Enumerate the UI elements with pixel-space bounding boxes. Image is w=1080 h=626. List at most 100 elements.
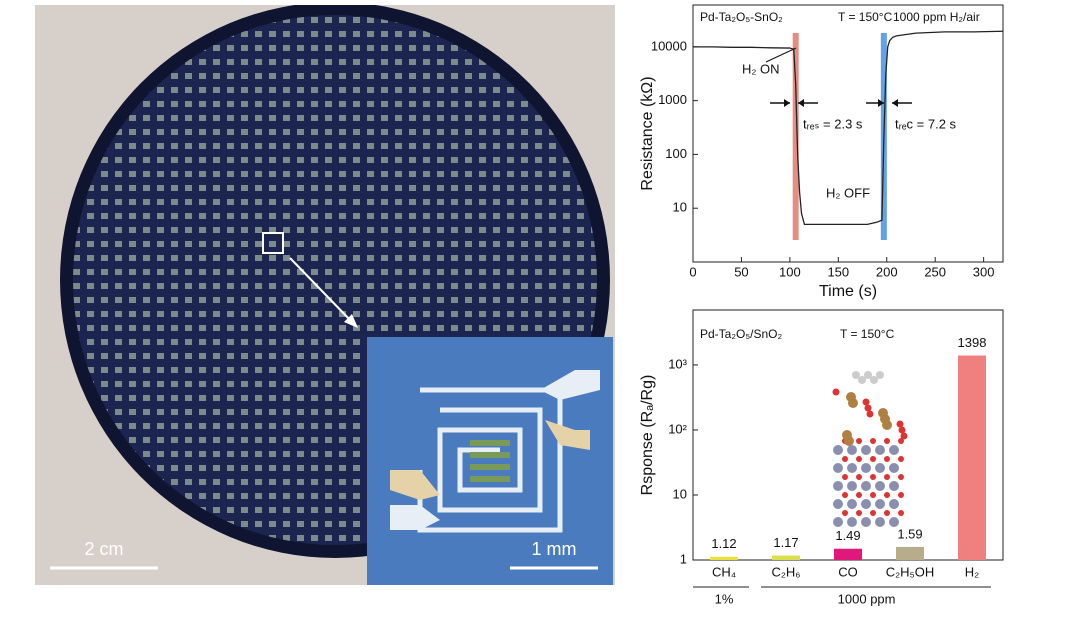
atom [898,438,904,444]
atom [861,481,871,491]
chart-label: T = 150°C [838,10,893,24]
atom [858,376,866,384]
atom [870,510,876,516]
atom [861,463,871,473]
annotation: H₂ ON [742,61,780,76]
x-tick-label: 100 [779,264,801,279]
atom [884,438,890,444]
x-tick-label: H₂ [965,564,979,579]
atom [847,517,857,527]
atom [833,445,843,455]
x-tick-label: 250 [924,264,946,279]
annotation: H₂ OFF [826,185,870,200]
group-label: 1000 ppm [838,591,896,606]
x-tick-label: C₂H₆ [771,564,800,579]
bar [896,546,924,560]
atom [842,510,848,516]
atom [842,474,848,480]
y-axis-label: Resistance (kΩ) [639,76,656,190]
atom [884,456,890,462]
value-label: 1398 [958,335,987,350]
annotation: tᵣₑc = 7.2 s [895,116,957,131]
atom [875,445,885,455]
y-tick-label: 1000 [658,92,687,107]
arrow-head [878,99,884,107]
atom [833,463,843,473]
atom [864,371,872,379]
x-axis-label: Time (s) [819,283,877,300]
plot-frame [692,4,1004,263]
atom [884,474,890,480]
atom [842,430,852,440]
atom [856,474,862,480]
atom [856,510,862,516]
event-band [792,33,799,240]
x-tick-label: 150 [827,264,849,279]
y-tick-label: 10³ [668,356,687,371]
atom [861,445,871,455]
atom [875,517,885,527]
x-tick-label: 0 [689,264,696,279]
atom [898,456,904,462]
atom [866,410,874,418]
pointer [765,47,797,63]
atom [875,499,885,509]
x-tick-label: CH₄ [712,564,736,579]
atom [847,499,857,509]
atom [847,481,857,491]
atom [842,492,848,498]
atom [898,492,904,498]
atom [870,456,876,462]
scale-bar-label: 2 cm [84,539,123,559]
x-tick-label: C₂H₅OH [886,564,935,579]
y-tick-label: 10 [673,486,687,501]
atom [898,474,904,480]
atom [900,432,908,440]
atom [878,408,888,418]
atom [889,517,899,527]
x-tick-label: 300 [973,264,995,279]
atom [884,510,890,516]
chart-label: T = 150°C [840,327,895,341]
wafer-photo [35,5,615,585]
atom [842,456,848,462]
y-tick-label: 10000 [651,38,687,53]
bar [958,355,986,560]
scale-bar-label: 1 mm [532,539,577,559]
atom [889,463,899,473]
group-label: 1% [715,591,734,606]
atom [847,463,857,473]
atom [875,481,885,491]
atom [847,445,857,455]
annotation: tᵣₑₛ = 2.3 s [803,116,863,131]
chart-label: Pd-Ta₂O₅/SnO₂ [700,327,783,341]
atom [870,492,876,498]
atom [856,456,862,462]
atom [833,481,843,491]
atom [889,481,899,491]
atom [870,376,878,384]
y-tick-label: 10 [673,200,687,215]
bar [834,548,862,560]
value-label: 1.59 [897,526,922,541]
arrow-head [892,99,898,107]
arrow-head [798,99,804,107]
atom [861,499,871,509]
molecule-structure [832,371,908,527]
atom [884,492,890,498]
atom [856,438,862,444]
atom [856,492,862,498]
atom [833,499,843,509]
atom [832,388,840,396]
atom [861,517,871,527]
y-tick-label: 10² [668,421,687,436]
value-label: 1.17 [773,535,798,550]
value-label: 1.12 [711,536,736,551]
atom [889,445,899,455]
bar [710,556,738,560]
atom [876,371,884,379]
atom [870,474,876,480]
y-tick-label: 1 [680,551,687,566]
y-axis-label: Rsponse (Rₐ/Rg) [639,375,656,496]
